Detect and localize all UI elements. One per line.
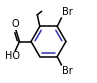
Text: O: O [11, 19, 19, 29]
Text: Br: Br [62, 7, 73, 17]
Text: Br: Br [62, 66, 73, 76]
Text: HO: HO [5, 51, 20, 61]
